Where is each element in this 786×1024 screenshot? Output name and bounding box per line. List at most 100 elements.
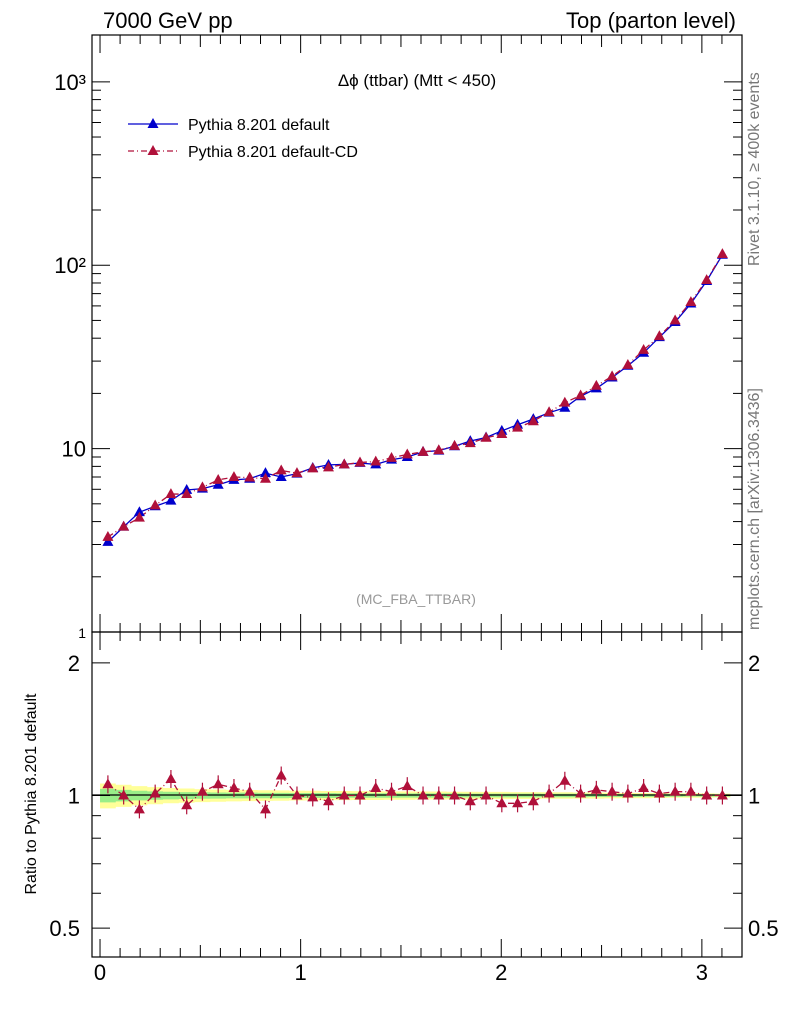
- main-series-markers: [102, 248, 728, 546]
- x-tick-label: 3: [696, 960, 708, 985]
- data-point-default: [165, 494, 177, 505]
- ratio-panel: 0.5 0.5 1 1 2 2 0 1 2 3 Ratio to Pythia 8.201 def…: [23, 631, 779, 985]
- ratio-point-cd: [449, 789, 461, 800]
- ratio-point-cd: [590, 783, 602, 794]
- data-point-cd: [118, 520, 130, 531]
- data-point-cd: [181, 488, 193, 499]
- ratio-point-cd: [401, 780, 413, 791]
- ratio-point-cd: [338, 789, 350, 800]
- y-tick-label: 10: [62, 437, 86, 462]
- data-point-cd: [401, 448, 413, 459]
- data-point-default: [259, 467, 271, 478]
- ratio-point-cd: [417, 789, 429, 800]
- data-point-cd: [275, 464, 287, 475]
- ratio-point-cd: [244, 785, 256, 796]
- ratio-y-tick-label-left: 0.5: [49, 916, 80, 941]
- ratio-point-cd: [433, 789, 445, 800]
- ratio-point-cd: [716, 789, 728, 800]
- data-point-cd: [354, 456, 366, 467]
- y-tick-label: 10²: [54, 253, 86, 278]
- ratio-y-tick-label-right: 1: [748, 783, 760, 808]
- data-point-cd: [386, 451, 398, 462]
- ratio-point-cd: [118, 789, 130, 800]
- data-point-cd: [417, 445, 429, 456]
- ratio-point-cd: [196, 785, 208, 796]
- analysis-watermark: (MC_FBA_TTBAR): [356, 591, 476, 607]
- data-point-default: [133, 506, 145, 517]
- data-point-cd: [338, 458, 350, 469]
- data-point-cd: [480, 431, 492, 442]
- ratio-point-cd: [669, 785, 681, 796]
- ratio-point-cd: [622, 787, 634, 798]
- header-left: 7000 GeV pp: [103, 8, 233, 33]
- ratio-point-cd: [606, 785, 618, 796]
- ratio-point-cd: [133, 803, 145, 814]
- ratio-point-cd: [275, 769, 287, 780]
- data-point-cd: [449, 439, 461, 450]
- data-point-cd: [512, 421, 524, 432]
- ratio-axis-ticks: 0.5 0.5 1 1 2 2 0 1 2 3: [49, 632, 779, 985]
- ratio-point-cd: [638, 782, 650, 792]
- ratio-point-cd: [480, 789, 492, 800]
- legend-marker-cd: [147, 145, 159, 155]
- data-point-cd: [590, 379, 602, 390]
- data-point-cd: [496, 428, 508, 439]
- series-line-default: [107, 254, 723, 543]
- data-point-cd: [133, 511, 145, 522]
- ratio-point-cd: [181, 799, 193, 810]
- ratio-point-cd: [165, 773, 177, 783]
- ratio-point-cd: [307, 791, 319, 802]
- main-series-lines: [107, 253, 723, 543]
- data-point-cd: [559, 396, 571, 407]
- main-axis-ticks: 1 10 10² 10³: [54, 35, 743, 641]
- ratio-point-cd: [543, 787, 555, 798]
- ratio-point-cd: [559, 774, 571, 785]
- data-point-cd: [575, 389, 587, 400]
- data-point-cd: [322, 461, 334, 472]
- ratio-y-tick-label-right: 0.5: [748, 916, 779, 941]
- ratio-point-cd: [575, 787, 587, 798]
- data-point-cd: [701, 274, 713, 285]
- data-point-cd: [543, 406, 555, 417]
- legend: Pythia 8.201 default Pythia 8.201 defaul…: [128, 117, 358, 161]
- ratio-series-markers: [102, 766, 728, 819]
- legend-marker-default: [147, 118, 159, 128]
- data-point-cd: [433, 444, 445, 455]
- header-right: Top (parton level): [566, 8, 736, 33]
- ratio-ylabel: Ratio to Pythia 8.201 default: [23, 693, 40, 895]
- data-point-cd: [307, 462, 319, 473]
- data-point-cd: [685, 296, 697, 306]
- ratio-point-cd: [149, 787, 161, 798]
- data-point-cd: [102, 530, 114, 541]
- ratio-series-line-cd: [107, 774, 723, 811]
- data-point-cd: [212, 473, 224, 484]
- legend-label-default: Pythia 8.201 default: [188, 117, 330, 134]
- data-point-cd: [291, 467, 303, 478]
- ratio-y-tick-label-right: 2: [748, 651, 760, 676]
- ratio-point-cd: [322, 795, 334, 806]
- y-tick-label: 10³: [54, 70, 86, 95]
- mcplots-label: mcplots.cern.ch [arXiv:1306.3436]: [746, 388, 763, 630]
- data-point-cd: [638, 344, 650, 354]
- ratio-series-line: [107, 774, 723, 811]
- ratio-point-cd: [685, 785, 697, 796]
- ratio-point-cd: [496, 797, 508, 808]
- legend-label-cd: Pythia 8.201 default-CD: [188, 144, 358, 161]
- y-tick-label: 1: [78, 625, 86, 641]
- ratio-point-cd: [386, 785, 398, 796]
- series-line-cd: [107, 253, 723, 538]
- ratio-point-cd: [653, 787, 665, 798]
- ratio-point-cd: [512, 797, 524, 808]
- ratio-y-tick-label-left: 1: [68, 783, 80, 808]
- ratio-point-cd: [291, 789, 303, 800]
- data-point-cd: [165, 488, 177, 499]
- data-point-cd: [244, 471, 256, 482]
- data-point-cd: [622, 358, 634, 369]
- ratio-point-cd: [102, 778, 114, 789]
- ratio-frame: [91, 631, 743, 958]
- ratio-y-tick-label-left: 2: [68, 651, 80, 676]
- ratio-point-cd: [464, 795, 476, 806]
- data-point-default: [275, 471, 287, 481]
- ratio-point-cd: [701, 789, 713, 800]
